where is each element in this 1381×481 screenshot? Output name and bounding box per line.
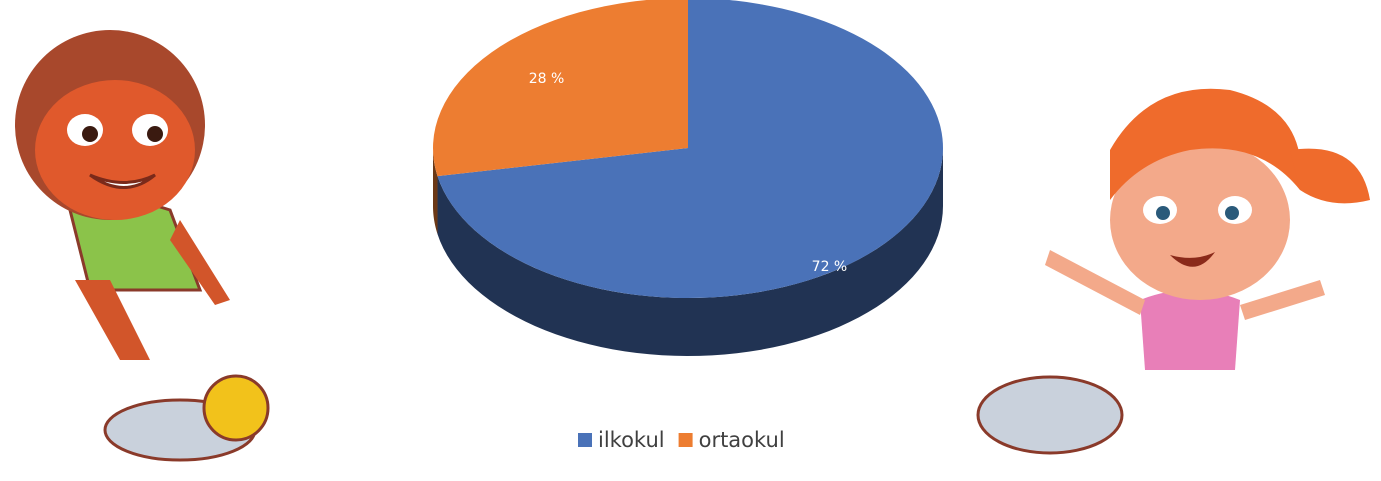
slice — [433, 0, 688, 177]
legend-label: ortaokul — [699, 428, 785, 452]
legend-swatch — [678, 433, 693, 447]
girl-illustration — [976, 88, 1370, 455]
pie: 72 % 28 % — [433, 0, 943, 356]
slice-side — [437, 148, 943, 356]
value-label: 72 % — [812, 259, 848, 275]
boy-illustration — [15, 30, 270, 462]
slice — [437, 0, 943, 298]
value-label: 28 % — [529, 71, 565, 87]
legend: ilkokul ortaokul — [578, 428, 785, 452]
slice-side — [433, 148, 438, 235]
legend-swatch — [578, 433, 592, 447]
legend-label: ilkokul — [598, 428, 665, 452]
